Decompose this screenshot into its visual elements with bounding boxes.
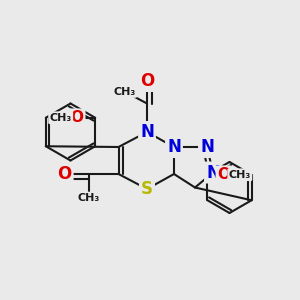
Text: S: S: [141, 180, 153, 198]
Text: CH₃: CH₃: [77, 193, 100, 203]
Text: N: N: [140, 123, 154, 141]
Text: N: N: [200, 138, 214, 156]
Text: O: O: [71, 110, 84, 125]
Text: N: N: [167, 138, 181, 156]
Text: O: O: [140, 72, 154, 90]
Text: O: O: [57, 165, 72, 183]
Text: CH₃: CH₃: [113, 86, 136, 97]
Text: CH₃: CH₃: [229, 170, 251, 180]
Text: O: O: [218, 167, 230, 182]
Text: N: N: [206, 164, 220, 181]
Text: CH₃: CH₃: [50, 113, 72, 123]
